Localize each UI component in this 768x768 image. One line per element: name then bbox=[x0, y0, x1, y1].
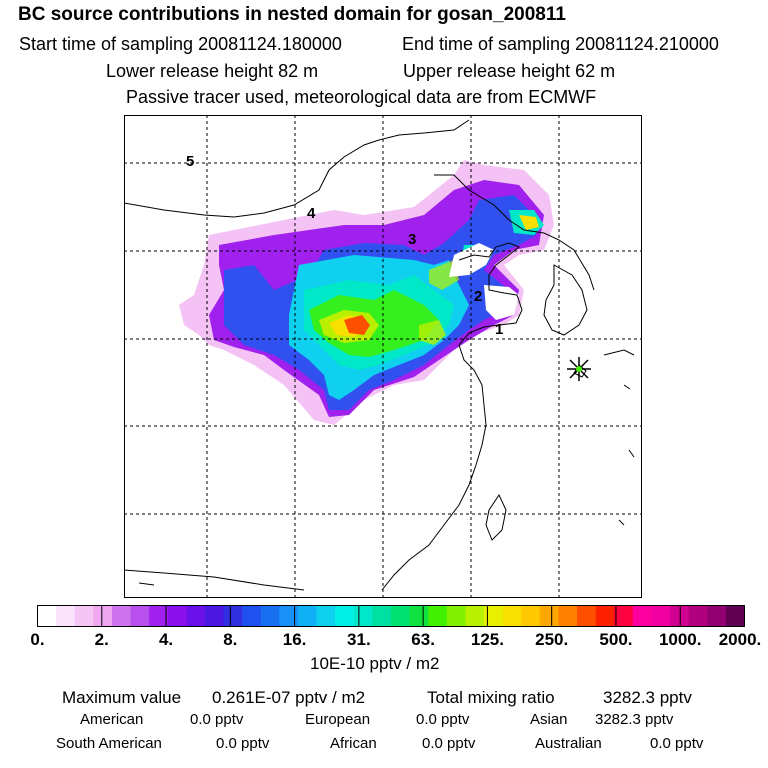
max-value: 0.261E-07 pptv / m2 bbox=[212, 688, 366, 707]
colorbar-cell bbox=[595, 605, 615, 627]
colorbar-tick-label: 2. bbox=[94, 630, 109, 649]
coastlines bbox=[124, 119, 635, 591]
colorbar-cell bbox=[614, 605, 634, 627]
colorbar-cell bbox=[316, 605, 336, 627]
upper-release-label: Upper release height 62 m bbox=[403, 61, 616, 81]
region-name-south-american: South American bbox=[56, 735, 162, 752]
colorbar-cell bbox=[186, 605, 206, 627]
colorbar-cell bbox=[372, 605, 392, 627]
site-label-1: 1 bbox=[495, 321, 503, 338]
colorbar-cell bbox=[93, 605, 113, 627]
colorbar-cell bbox=[242, 605, 262, 627]
region-name-australian: Australian bbox=[535, 735, 602, 752]
colorbar-cell bbox=[539, 605, 559, 627]
colorbar-cell bbox=[353, 605, 373, 627]
lat-lon-grid bbox=[124, 115, 642, 598]
end-time-label: End time of sampling 20081124.210000 bbox=[402, 34, 719, 54]
region-name-american: American bbox=[80, 711, 144, 728]
colorbar-cell bbox=[465, 605, 485, 627]
region-name-african: African bbox=[330, 735, 377, 752]
region-value-asian: 3282.3 pptv bbox=[595, 711, 674, 728]
colorbar-cell bbox=[37, 605, 57, 627]
region-value-american: 0.0 pptv bbox=[190, 711, 244, 728]
region-value-australian: 0.0 pptv bbox=[650, 735, 704, 752]
colorbar-cell bbox=[558, 605, 578, 627]
colorbar-cell bbox=[428, 605, 448, 627]
region-name-european: European bbox=[305, 711, 371, 728]
tracer-note: Passive tracer used, meteorological data… bbox=[126, 87, 597, 107]
total-mixing-value: 3282.3 pptv bbox=[603, 688, 692, 707]
site-label-3: 3 bbox=[408, 231, 416, 248]
colorbar-cell bbox=[260, 605, 280, 627]
region-name-asian: Asian bbox=[530, 711, 568, 728]
colorbar-cell bbox=[74, 605, 94, 627]
lower-release-label: Lower release height 82 m bbox=[106, 61, 319, 81]
max-value-label: Maximum value bbox=[62, 688, 182, 707]
colorbar-tick-label: 63. bbox=[411, 630, 435, 649]
colorbar-cell bbox=[670, 605, 690, 627]
colorbar-cell bbox=[335, 605, 355, 627]
colorbar-tick-label: 8. bbox=[223, 630, 238, 649]
region-value-european: 0.0 pptv bbox=[416, 711, 470, 728]
colorbar-tick-label: 31. bbox=[347, 630, 371, 649]
colorbar-cell bbox=[279, 605, 299, 627]
region-value-african: 0.0 pptv bbox=[422, 735, 476, 752]
colorbar-cell bbox=[707, 605, 727, 627]
colorbar-cell bbox=[502, 605, 522, 627]
site-label-4: 4 bbox=[307, 205, 316, 222]
colorbar-cell bbox=[167, 605, 187, 627]
colorbar-cell bbox=[446, 605, 466, 627]
colorbar-tick-label: 500. bbox=[599, 630, 633, 649]
colorbar-cell bbox=[223, 605, 243, 627]
star-icon bbox=[567, 357, 591, 381]
colorbar-cell bbox=[130, 605, 150, 627]
colorbar-cell bbox=[651, 605, 671, 627]
colorbar-tick-label: 4. bbox=[158, 630, 174, 649]
colorbar-cell bbox=[688, 605, 708, 627]
colorbar-cell bbox=[391, 605, 411, 627]
colorbar-cell bbox=[56, 605, 76, 627]
colorbar-cell bbox=[149, 605, 169, 627]
concentration-plume bbox=[179, 160, 554, 425]
colorbar-tick-label: 250. bbox=[535, 630, 569, 649]
colorbar-cell bbox=[725, 605, 745, 627]
site-label-2: 2 bbox=[474, 288, 482, 305]
total-mixing-label: Total mixing ratio bbox=[427, 688, 555, 707]
colorbar-tick-label: 0. bbox=[30, 630, 45, 649]
colorbar-tick-label: 125. bbox=[470, 630, 504, 649]
colorbar-tick-label: 16. bbox=[282, 630, 307, 649]
site-label-5: 5 bbox=[186, 153, 194, 170]
colorbar-unit: 10E-10 pptv / m2 bbox=[310, 654, 440, 673]
colorbar-cell bbox=[297, 605, 318, 627]
colorbar-cell bbox=[577, 605, 597, 627]
start-time-label: Start time of sampling 20081124.180000 bbox=[19, 34, 342, 54]
colorbar-cell bbox=[409, 605, 429, 627]
plot-title: BC source contributions in nested domain… bbox=[18, 4, 566, 25]
region-value-south-american: 0.0 pptv bbox=[216, 735, 270, 752]
map-panel: 5 4 3 2 1 bbox=[124, 115, 642, 598]
colorbar-cell bbox=[521, 605, 541, 627]
colorbar-cell bbox=[632, 605, 652, 627]
colorbar-tick-label: 2000. bbox=[718, 630, 762, 649]
colorbar-cell bbox=[484, 605, 504, 627]
colorbar-cell bbox=[204, 605, 225, 627]
colorbar-cell bbox=[111, 605, 132, 627]
colorbar-tick-label: 1000. bbox=[658, 630, 702, 649]
